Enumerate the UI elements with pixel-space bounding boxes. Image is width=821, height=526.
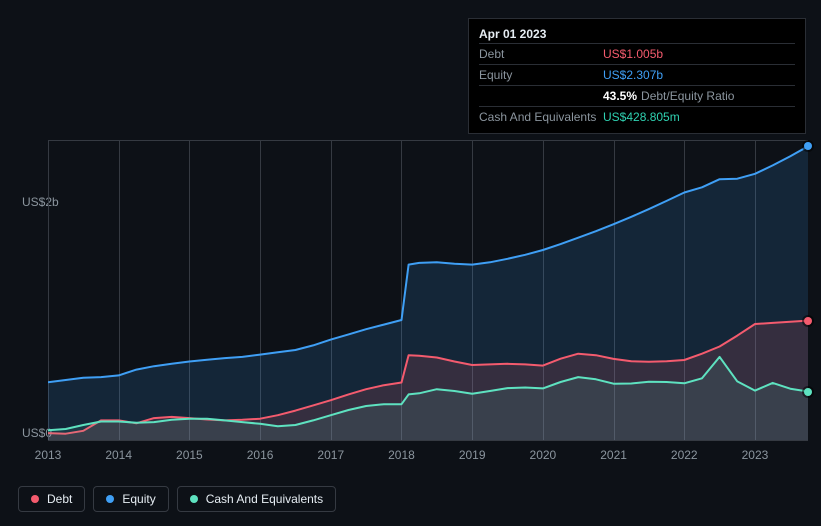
x-axis-label: 2018 bbox=[388, 448, 415, 462]
area-chart bbox=[48, 140, 808, 440]
tooltip-row: 43.5%Debt/Equity Ratio bbox=[479, 86, 795, 107]
x-axis-label: 2023 bbox=[742, 448, 769, 462]
chart-tooltip: Apr 01 2023 DebtUS$1.005bEquityUS$2.307b… bbox=[468, 18, 806, 134]
tooltip-row-value: US$428.805m bbox=[603, 109, 680, 125]
tooltip-row-label: Equity bbox=[479, 67, 603, 83]
x-axis-label: 2015 bbox=[176, 448, 203, 462]
legend-dot-icon bbox=[190, 495, 198, 503]
tooltip-ratio-pct: 43.5% bbox=[603, 88, 637, 104]
tooltip-row-label: Cash And Equivalents bbox=[479, 109, 603, 125]
series-end-marker bbox=[804, 142, 812, 150]
tooltip-row: Cash And EquivalentsUS$428.805m bbox=[479, 107, 795, 127]
tooltip-ratio-label: Debt/Equity Ratio bbox=[641, 88, 734, 104]
x-axis-label: 2020 bbox=[530, 448, 557, 462]
chart-legend: Debt Equity Cash And Equivalents bbox=[18, 486, 336, 512]
x-axis-label: 2021 bbox=[600, 448, 627, 462]
x-axis-label: 2017 bbox=[317, 448, 344, 462]
tooltip-row: DebtUS$1.005b bbox=[479, 44, 795, 65]
tooltip-row-label bbox=[479, 88, 603, 104]
x-axis-label: 2022 bbox=[671, 448, 698, 462]
legend-label: Equity bbox=[122, 492, 155, 506]
x-axis-label: 2014 bbox=[105, 448, 132, 462]
x-axis-label: 2013 bbox=[35, 448, 62, 462]
legend-label: Debt bbox=[47, 492, 72, 506]
series-end-marker bbox=[804, 388, 812, 396]
legend-dot-icon bbox=[106, 495, 114, 503]
legend-label: Cash And Equivalents bbox=[206, 492, 323, 506]
tooltip-date: Apr 01 2023 bbox=[479, 25, 795, 44]
legend-item[interactable]: Equity bbox=[93, 486, 168, 512]
tooltip-row-value: US$1.005b bbox=[603, 46, 663, 62]
series-end-marker bbox=[804, 317, 812, 325]
x-axis-label: 2016 bbox=[247, 448, 274, 462]
tooltip-row-label: Debt bbox=[479, 46, 603, 62]
legend-item[interactable]: Cash And Equivalents bbox=[177, 486, 336, 512]
x-axis-line bbox=[48, 440, 808, 441]
tooltip-row: EquityUS$2.307b bbox=[479, 65, 795, 86]
tooltip-row-value: US$2.307b bbox=[603, 67, 663, 83]
legend-item[interactable]: Debt bbox=[18, 486, 85, 512]
x-axis-label: 2019 bbox=[459, 448, 486, 462]
legend-dot-icon bbox=[31, 495, 39, 503]
